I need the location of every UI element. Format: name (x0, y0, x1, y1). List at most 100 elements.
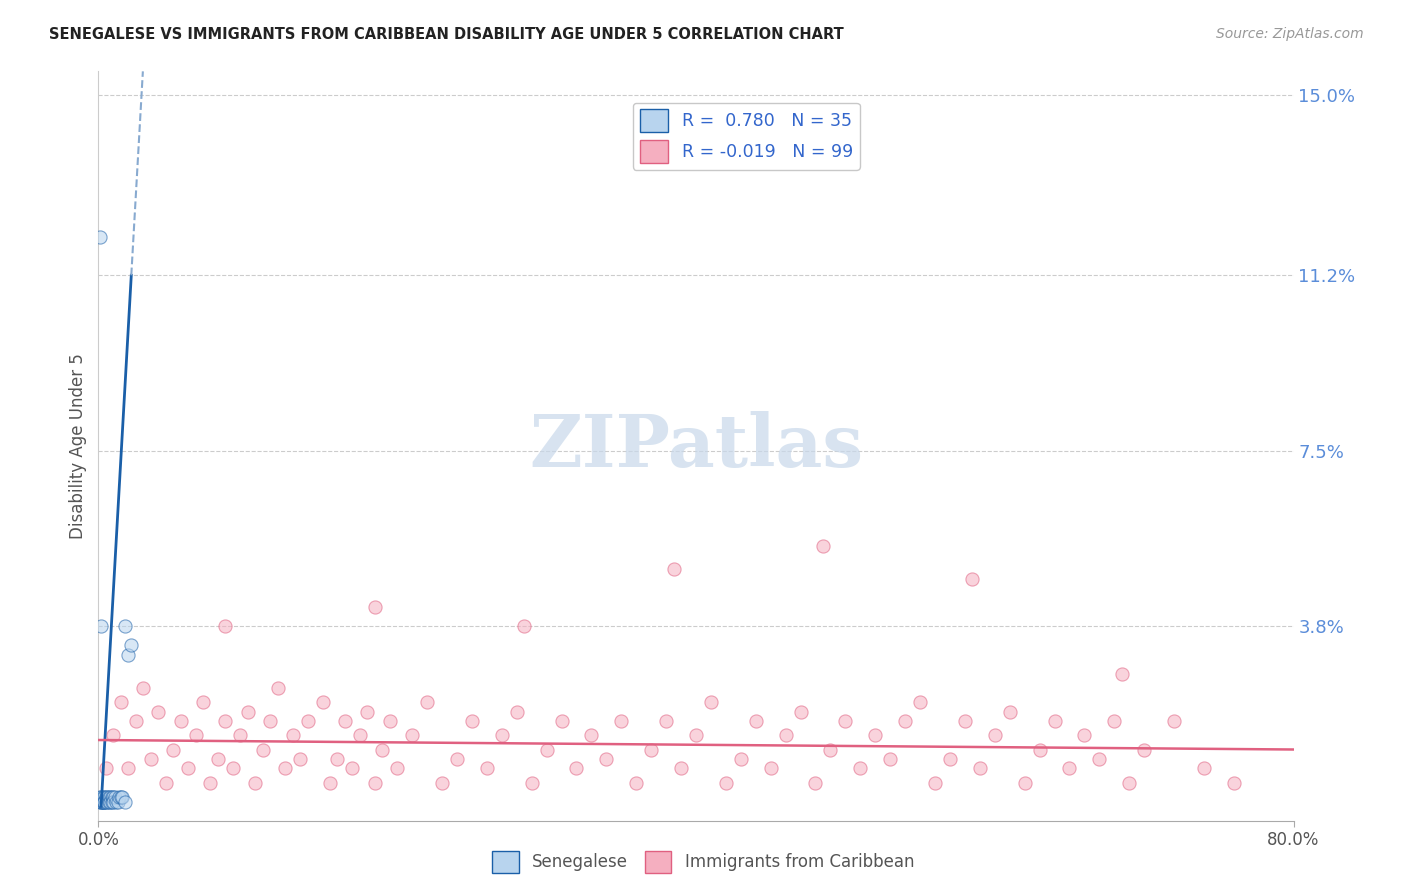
Point (96, 789, 118, 804)
Text: ZIPatlas: ZIPatlas (529, 410, 863, 482)
Point (1059, 762, 1081, 776)
Point (103, 728, 125, 742)
Point (371, 742, 394, 756)
Point (775, 728, 797, 742)
Point (378, 714, 401, 728)
Point (894, 714, 917, 728)
Point (93, 795, 115, 809)
Point (655, 714, 678, 728)
Point (333, 714, 356, 728)
Point (90, 619, 112, 633)
Point (94, 762, 117, 776)
Point (536, 742, 558, 756)
Point (117, 762, 139, 776)
Point (94, 789, 117, 804)
Point (89, 789, 111, 804)
Point (811, 539, 834, 553)
Point (155, 775, 177, 789)
Point (640, 742, 662, 756)
Point (97, 789, 120, 804)
Legend: Senegalese, Immigrants from Caribbean: Senegalese, Immigrants from Caribbean (485, 845, 921, 880)
Point (222, 762, 245, 776)
Point (229, 728, 252, 742)
Point (364, 600, 387, 615)
Point (1088, 752, 1111, 766)
Point (491, 728, 513, 742)
Y-axis label: Disability Age Under 5: Disability Age Under 5 (69, 353, 87, 539)
Point (550, 714, 572, 728)
Point (288, 752, 311, 766)
Point (461, 714, 484, 728)
Point (669, 762, 692, 776)
Point (908, 695, 931, 709)
Point (236, 705, 259, 719)
Point (120, 638, 142, 652)
Point (565, 762, 588, 776)
Point (662, 562, 685, 576)
Point (274, 762, 297, 776)
Point (804, 775, 827, 789)
Point (89, 230, 111, 244)
Point (759, 762, 782, 776)
Point (93, 795, 115, 809)
Point (311, 695, 333, 709)
Point (107, 795, 129, 809)
Point (685, 728, 707, 742)
Point (475, 762, 498, 776)
Point (101, 789, 124, 804)
Point (939, 752, 962, 766)
Point (1133, 742, 1156, 756)
Point (114, 619, 136, 633)
Point (1028, 742, 1050, 756)
Point (319, 775, 342, 789)
Point (969, 762, 991, 776)
Point (820, 742, 842, 756)
Point (789, 705, 811, 719)
Point (1163, 714, 1185, 728)
Point (207, 752, 229, 766)
Point (91, 795, 114, 809)
Point (169, 714, 191, 728)
Point (865, 728, 887, 742)
Point (506, 705, 529, 719)
Point (162, 742, 184, 756)
Point (924, 775, 946, 789)
Point (385, 762, 409, 776)
Point (610, 714, 633, 728)
Point (91, 789, 114, 804)
Point (103, 789, 125, 804)
Point (139, 752, 162, 766)
Point (117, 648, 139, 662)
Point (1223, 775, 1246, 789)
Point (200, 775, 222, 789)
Point (1192, 762, 1215, 776)
Point (998, 705, 1021, 719)
Point (1043, 714, 1066, 728)
Point (90, 795, 112, 809)
Point (879, 752, 901, 766)
Point (349, 728, 371, 742)
Point (214, 714, 236, 728)
Point (297, 714, 319, 728)
Point (267, 681, 290, 695)
Point (98, 789, 122, 804)
Point (1104, 714, 1126, 728)
Point (103, 795, 125, 809)
Point (94, 795, 117, 809)
Legend: R =  0.780   N = 35, R = -0.019   N = 99: R = 0.780 N = 35, R = -0.019 N = 99 (633, 103, 859, 169)
Point (834, 714, 856, 728)
Point (93, 789, 115, 804)
Point (96, 795, 118, 809)
Point (132, 681, 155, 695)
Point (89, 795, 111, 809)
Point (401, 728, 423, 742)
Point (184, 728, 207, 742)
Point (108, 789, 131, 804)
Point (984, 728, 1007, 742)
Point (416, 695, 439, 709)
Point (342, 762, 364, 776)
Point (962, 572, 984, 586)
Point (430, 775, 453, 789)
Point (1073, 728, 1095, 742)
Point (110, 695, 132, 709)
